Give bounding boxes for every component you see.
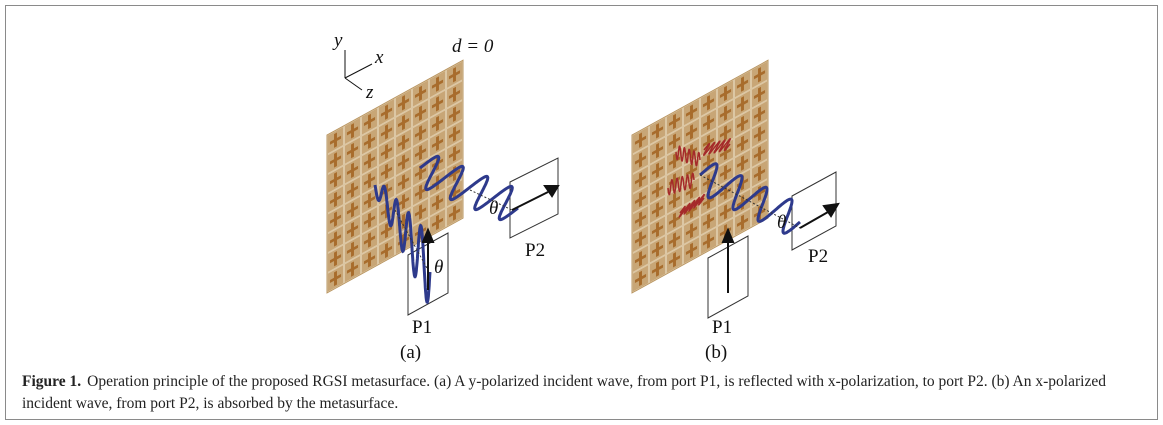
wave bbox=[703, 138, 731, 156]
ports bbox=[407, 157, 837, 319]
port-label: P1 bbox=[412, 317, 432, 338]
wave bbox=[699, 162, 801, 235]
port-label: P2 bbox=[525, 240, 545, 261]
axis-label: z bbox=[365, 82, 374, 103]
port-label: P2 bbox=[808, 246, 828, 267]
axis-label: x bbox=[374, 47, 384, 68]
angle-label: θ bbox=[777, 212, 786, 233]
wave bbox=[373, 184, 432, 305]
wave bbox=[419, 154, 519, 222]
angle-label: θ bbox=[489, 198, 498, 219]
axis-label: y bbox=[332, 30, 343, 51]
polarization-arrows bbox=[421, 185, 840, 293]
wave bbox=[678, 193, 706, 218]
distance-label: d = 0 bbox=[452, 36, 494, 57]
panel-label: (a) bbox=[400, 342, 421, 363]
caption-text: Operation principle of the proposed RGSI… bbox=[22, 373, 1106, 412]
metasurface bbox=[631, 59, 769, 294]
port-label: P1 bbox=[712, 317, 732, 338]
wave bbox=[675, 145, 701, 167]
wave bbox=[667, 172, 695, 196]
waves bbox=[373, 138, 801, 305]
caption-label: Figure 1. bbox=[22, 373, 82, 390]
angle-label: θ bbox=[434, 257, 443, 278]
coordinate-axes bbox=[344, 50, 373, 91]
panel-label: (b) bbox=[705, 342, 727, 363]
figure-frame bbox=[5, 5, 1158, 420]
caption: Figure 1. Operation principle of the prop… bbox=[22, 371, 1132, 415]
dotted-lines bbox=[394, 174, 801, 271]
